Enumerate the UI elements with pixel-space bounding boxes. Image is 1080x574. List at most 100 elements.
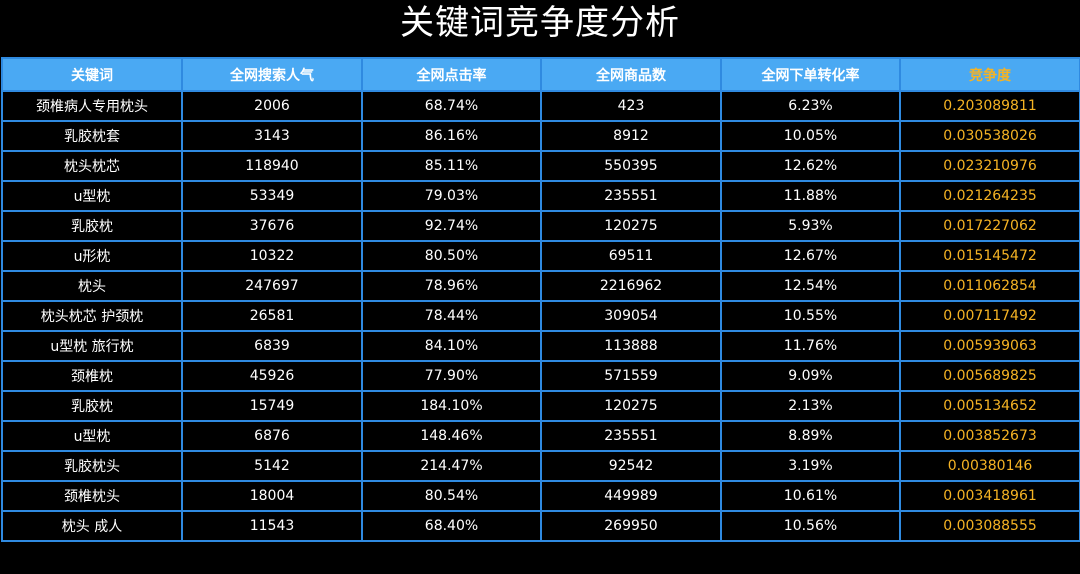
- cell-keyword: u型枕: [1, 420, 183, 452]
- cell-competition: 0.005939063: [899, 330, 1080, 362]
- cell-competition: 0.003418961: [899, 480, 1080, 512]
- column-header-conversion-rate: 全网下单转化率: [720, 57, 901, 92]
- cell-search-popularity: 247697: [181, 270, 363, 302]
- cell-conversion-rate: 12.67%: [720, 240, 901, 272]
- table-row: u型枕 53349 79.03% 235551 11.88% 0.021264235: [1, 180, 1080, 212]
- table-row: u型枕 旅行枕 6839 84.10% 113888 11.76% 0.005939063: [1, 330, 1080, 362]
- cell-product-count: 92542: [540, 450, 722, 482]
- cell-click-rate: 148.46%: [361, 420, 542, 452]
- keyword-competition-table: 关键词 全网搜索人气 全网点击率 全网商品数 全网下单转化率 竞争度 颈椎病人专…: [1, 57, 1080, 542]
- table-row: 乳胶枕套 3143 86.16% 8912 10.05% 0.030538026: [1, 120, 1080, 152]
- cell-search-popularity: 3143: [181, 120, 363, 152]
- cell-product-count: 235551: [540, 420, 722, 452]
- cell-conversion-rate: 2.13%: [720, 390, 901, 422]
- cell-competition: 0.005689825: [899, 360, 1080, 392]
- cell-click-rate: 80.54%: [361, 480, 542, 512]
- cell-keyword: u型枕 旅行枕: [1, 330, 183, 362]
- cell-keyword: 枕头枕芯 护颈枕: [1, 300, 183, 332]
- cell-product-count: 120275: [540, 390, 722, 422]
- cell-click-rate: 80.50%: [361, 240, 542, 272]
- cell-competition: 0.005134652: [899, 390, 1080, 422]
- cell-search-popularity: 18004: [181, 480, 363, 512]
- cell-competition: 0.030538026: [899, 120, 1080, 152]
- table-row: 枕头 成人 11543 68.40% 269950 10.56% 0.003088555: [1, 510, 1080, 542]
- cell-keyword: 枕头 成人: [1, 510, 183, 542]
- cell-keyword: 颈椎枕头: [1, 480, 183, 512]
- cell-click-rate: 92.74%: [361, 210, 542, 242]
- cell-conversion-rate: 5.93%: [720, 210, 901, 242]
- cell-conversion-rate: 10.56%: [720, 510, 901, 542]
- cell-product-count: 235551: [540, 180, 722, 212]
- cell-product-count: 423: [540, 90, 722, 122]
- column-header-competition: 竞争度: [899, 57, 1080, 92]
- cell-search-popularity: 45926: [181, 360, 363, 392]
- cell-keyword: 颈椎病人专用枕头: [1, 90, 183, 122]
- cell-conversion-rate: 9.09%: [720, 360, 901, 392]
- cell-search-popularity: 6876: [181, 420, 363, 452]
- cell-competition: 0.003852673: [899, 420, 1080, 452]
- cell-search-popularity: 6839: [181, 330, 363, 362]
- cell-competition: 0.007117492: [899, 300, 1080, 332]
- cell-click-rate: 77.90%: [361, 360, 542, 392]
- cell-search-popularity: 10322: [181, 240, 363, 272]
- cell-search-popularity: 15749: [181, 390, 363, 422]
- table-row: 枕头枕芯 护颈枕 26581 78.44% 309054 10.55% 0.0071174…: [1, 300, 1080, 332]
- cell-competition: 0.011062854: [899, 270, 1080, 302]
- cell-product-count: 571559: [540, 360, 722, 392]
- table-header-row: 关键词 全网搜索人气 全网点击率 全网商品数 全网下单转化率 竞争度: [1, 57, 1080, 92]
- cell-product-count: 113888: [540, 330, 722, 362]
- table-row: 枕头枕芯 118940 85.11% 550395 12.62% 0.023210976: [1, 150, 1080, 182]
- table-row: u形枕 10322 80.50% 69511 12.67% 0.015145472: [1, 240, 1080, 272]
- cell-click-rate: 85.11%: [361, 150, 542, 182]
- table-row: 颈椎枕头 18004 80.54% 449989 10.61% 0.003418961: [1, 480, 1080, 512]
- cell-product-count: 449989: [540, 480, 722, 512]
- cell-product-count: 309054: [540, 300, 722, 332]
- cell-competition: 0.021264235: [899, 180, 1080, 212]
- cell-product-count: 269950: [540, 510, 722, 542]
- cell-click-rate: 78.44%: [361, 300, 542, 332]
- cell-search-popularity: 5142: [181, 450, 363, 482]
- cell-competition: 0.203089811: [899, 90, 1080, 122]
- cell-keyword: 枕头: [1, 270, 183, 302]
- table-row: u型枕 6876 148.46% 235551 8.89% 0.003852673: [1, 420, 1080, 452]
- cell-keyword: u形枕: [1, 240, 183, 272]
- cell-conversion-rate: 6.23%: [720, 90, 901, 122]
- column-header-product-count: 全网商品数: [540, 57, 722, 92]
- cell-search-popularity: 37676: [181, 210, 363, 242]
- cell-conversion-rate: 11.76%: [720, 330, 901, 362]
- cell-click-rate: 184.10%: [361, 390, 542, 422]
- cell-search-popularity: 11543: [181, 510, 363, 542]
- table-row: 枕头 247697 78.96% 2216962 12.54% 0.011062854: [1, 270, 1080, 302]
- cell-search-popularity: 2006: [181, 90, 363, 122]
- cell-keyword: 乳胶枕套: [1, 120, 183, 152]
- cell-click-rate: 68.74%: [361, 90, 542, 122]
- cell-conversion-rate: 10.61%: [720, 480, 901, 512]
- cell-keyword: 乳胶枕头: [1, 450, 183, 482]
- cell-keyword: u型枕: [1, 180, 183, 212]
- cell-search-popularity: 53349: [181, 180, 363, 212]
- cell-conversion-rate: 8.89%: [720, 420, 901, 452]
- cell-keyword: 乳胶枕: [1, 390, 183, 422]
- cell-conversion-rate: 10.05%: [720, 120, 901, 152]
- table-row: 颈椎枕 45926 77.90% 571559 9.09% 0.005689825: [1, 360, 1080, 392]
- cell-click-rate: 79.03%: [361, 180, 542, 212]
- cell-keyword: 乳胶枕: [1, 210, 183, 242]
- column-header-click-rate: 全网点击率: [361, 57, 542, 92]
- cell-click-rate: 68.40%: [361, 510, 542, 542]
- page-title: 关键词竞争度分析: [400, 3, 680, 43]
- cell-product-count: 120275: [540, 210, 722, 242]
- cell-competition: 0.00380146: [899, 450, 1080, 482]
- cell-search-popularity: 118940: [181, 150, 363, 182]
- cell-conversion-rate: 10.55%: [720, 300, 901, 332]
- cell-conversion-rate: 12.54%: [720, 270, 901, 302]
- column-header-search-popularity: 全网搜索人气: [181, 57, 363, 92]
- table-body: 颈椎病人专用枕头 2006 68.74% 423 6.23% 0.203089811 乳胶枕…: [1, 90, 1080, 542]
- cell-click-rate: 78.96%: [361, 270, 542, 302]
- column-header-keyword: 关键词: [1, 57, 183, 92]
- cell-conversion-rate: 3.19%: [720, 450, 901, 482]
- cell-search-popularity: 26581: [181, 300, 363, 332]
- table-row: 颈椎病人专用枕头 2006 68.74% 423 6.23% 0.203089811: [1, 90, 1080, 122]
- cell-keyword: 颈椎枕: [1, 360, 183, 392]
- cell-click-rate: 84.10%: [361, 330, 542, 362]
- cell-product-count: 8912: [540, 120, 722, 152]
